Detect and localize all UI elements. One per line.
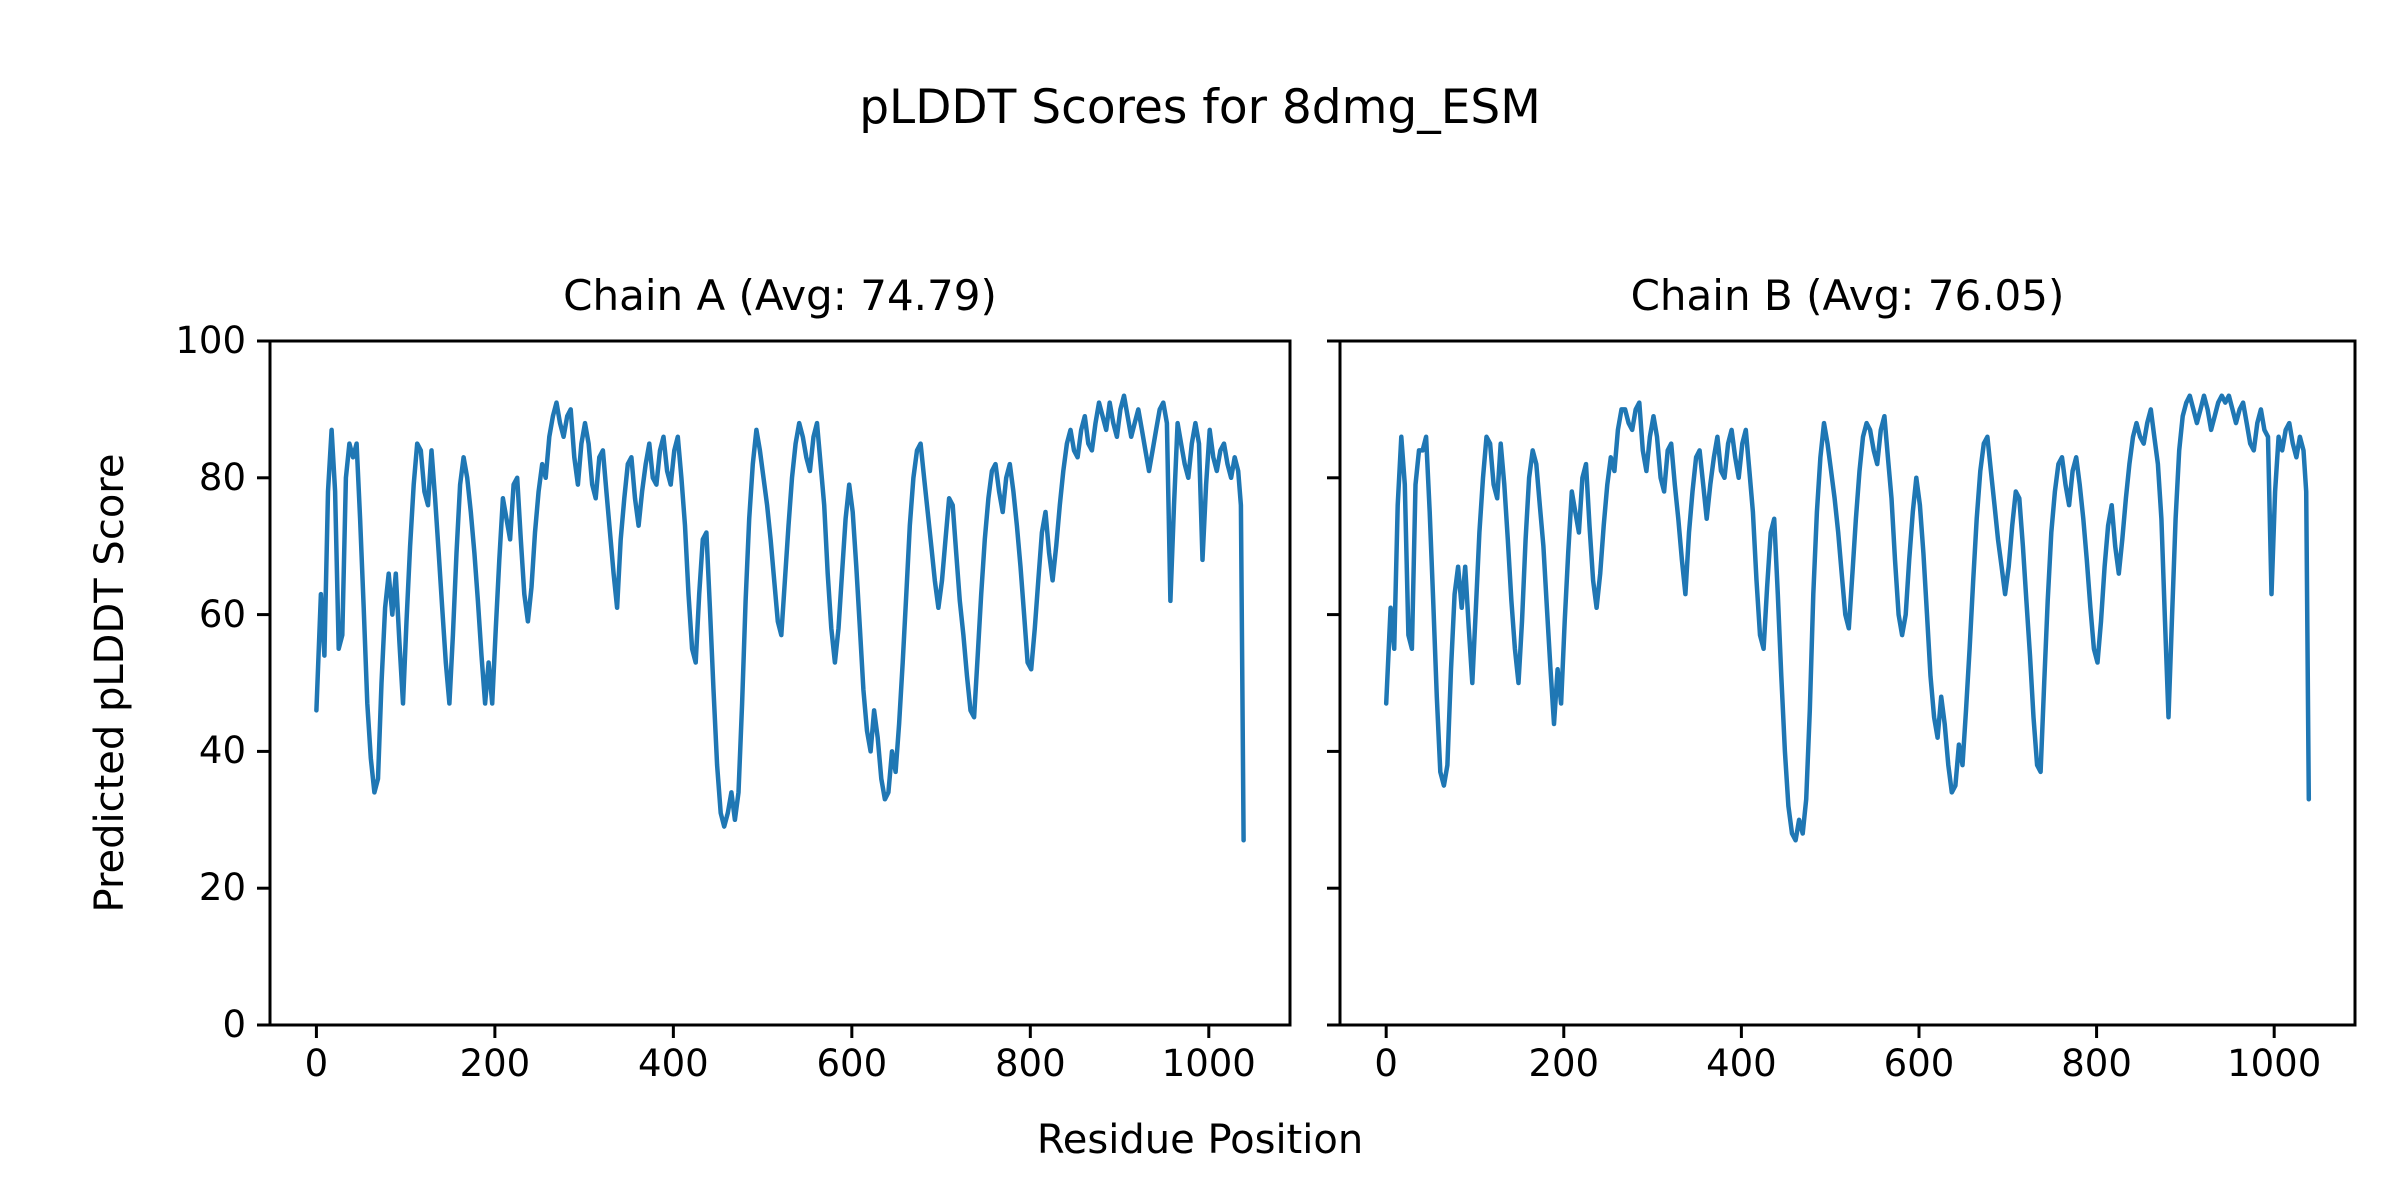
y-tick-label: 80: [198, 455, 246, 499]
y-tick-label: 100: [175, 319, 246, 362]
x-tick-label: 1000: [1161, 1042, 1256, 1085]
x-tick-label: 0: [1374, 1042, 1398, 1085]
x-tick-label: 800: [995, 1042, 1066, 1085]
axes-frame: [1338, 339, 2357, 1027]
y-tick-label: 60: [198, 592, 246, 636]
x-tick-label: 200: [459, 1042, 531, 1085]
x-tick-label: 400: [638, 1042, 709, 1085]
x-tick-label: 600: [1883, 1042, 1955, 1085]
x-tick-label: 800: [2061, 1042, 2132, 1085]
plddt-line-chain-b: [1383, 393, 2312, 843]
y-tick-label: 40: [198, 729, 246, 773]
chain-a-plot: Chain A (Avg: 74.79) 0 200 400 600 800 1000 0 2…: [175, 275, 1292, 1085]
plddt-line-chain-a: [314, 393, 1246, 843]
x-axis-label: Residue Position: [1036, 1117, 1364, 1163]
x-tick-label: 0: [304, 1042, 329, 1085]
y-tick-label: 0: [222, 1003, 246, 1046]
x-tick-label: 400: [1706, 1042, 1777, 1085]
chain-a-title: Chain A (Avg: 74.79): [563, 271, 997, 320]
x-tick-label: 600: [816, 1042, 888, 1085]
figure-title: pLDDT Scores for 8dmg_ESM: [859, 80, 1541, 135]
y-tick-label: 20: [198, 866, 246, 910]
chain-b-plot: Chain B (Avg: 76.05) 0 200 400 600 800 1000: [1327, 275, 2357, 1085]
chain-b-plot-area: [1327, 339, 2357, 1038]
chain-b-title: Chain B (Avg: 76.05): [1630, 271, 2065, 320]
y-axis-label: Predicted pLDDT Score: [87, 453, 133, 913]
x-tick-label: 200: [1528, 1042, 1600, 1085]
axes-frame: [268, 339, 1292, 1027]
x-tick-label: 1000: [2227, 1042, 2322, 1085]
chain-a-plot-area: [257, 339, 1292, 1038]
